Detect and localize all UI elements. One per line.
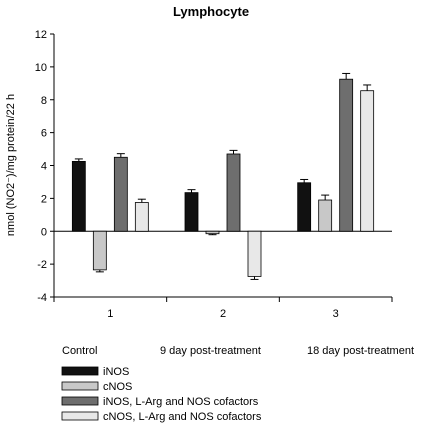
group-label-9-day: 9 day post-treatment bbox=[160, 345, 261, 357]
bar-cnos-larg-3 bbox=[360, 90, 375, 232]
bars bbox=[71, 72, 375, 280]
bar-inos-3 bbox=[297, 182, 312, 232]
bar-cnos-2 bbox=[205, 230, 220, 235]
legend-swatch-inos bbox=[61, 366, 99, 376]
bar-inos-larg-2 bbox=[226, 153, 241, 232]
x-tick-label: 3 bbox=[333, 308, 339, 320]
bar-cnos-3 bbox=[318, 199, 333, 232]
group-label-18-day: 18 day post-treatment bbox=[307, 345, 414, 357]
bar-inos-1 bbox=[71, 160, 86, 232]
legend-label-cnos-larg: cNOS, L-Arg and NOS cofactors bbox=[103, 411, 262, 423]
bar-inos-2 bbox=[184, 192, 199, 232]
bar-inos-larg-1 bbox=[113, 156, 128, 232]
y-tick-label: 2 bbox=[41, 193, 47, 205]
x-axis: 1 2 3 bbox=[53, 296, 393, 320]
legend-swatch-cnos-larg bbox=[61, 411, 99, 421]
bar-inos-larg-3 bbox=[339, 78, 354, 232]
bar-cnos-larg-2 bbox=[247, 230, 262, 277]
y-tick-label: 0 bbox=[41, 226, 47, 238]
group-label-control: Control bbox=[62, 345, 97, 357]
chart-title: Lymphocyte bbox=[173, 4, 249, 19]
y-axis: -4 -2 0 2 4 6 8 10 12 bbox=[35, 29, 55, 304]
y-tick-label: 4 bbox=[41, 161, 47, 173]
legend-label-inos: iNOS bbox=[103, 366, 129, 378]
x-tick-label: 1 bbox=[107, 308, 113, 320]
bar-cnos-larg-1 bbox=[134, 202, 149, 232]
legend-swatch-inos-larg bbox=[61, 396, 99, 406]
x-tick-label: 2 bbox=[220, 308, 226, 320]
bar-cnos-1 bbox=[92, 230, 107, 271]
legend-label-inos-larg: iNOS, L-Arg and NOS cofactors bbox=[103, 396, 259, 408]
y-tick-label: 10 bbox=[35, 62, 47, 74]
y-tick-label: -4 bbox=[37, 292, 47, 304]
y-tick-label: 8 bbox=[41, 95, 47, 107]
legend: iNOS cNOS iNOS, L-Arg and NOS cofactors … bbox=[61, 366, 262, 423]
y-tick-label: -2 bbox=[37, 259, 47, 271]
legend-label-cnos: cNOS bbox=[103, 381, 132, 393]
y-axis-label: nmol (NO2⁻)/mg protein/22 h bbox=[5, 94, 17, 236]
y-tick-label: 12 bbox=[35, 29, 47, 41]
legend-swatch-cnos bbox=[61, 381, 99, 391]
y-tick-label: 6 bbox=[41, 128, 47, 140]
